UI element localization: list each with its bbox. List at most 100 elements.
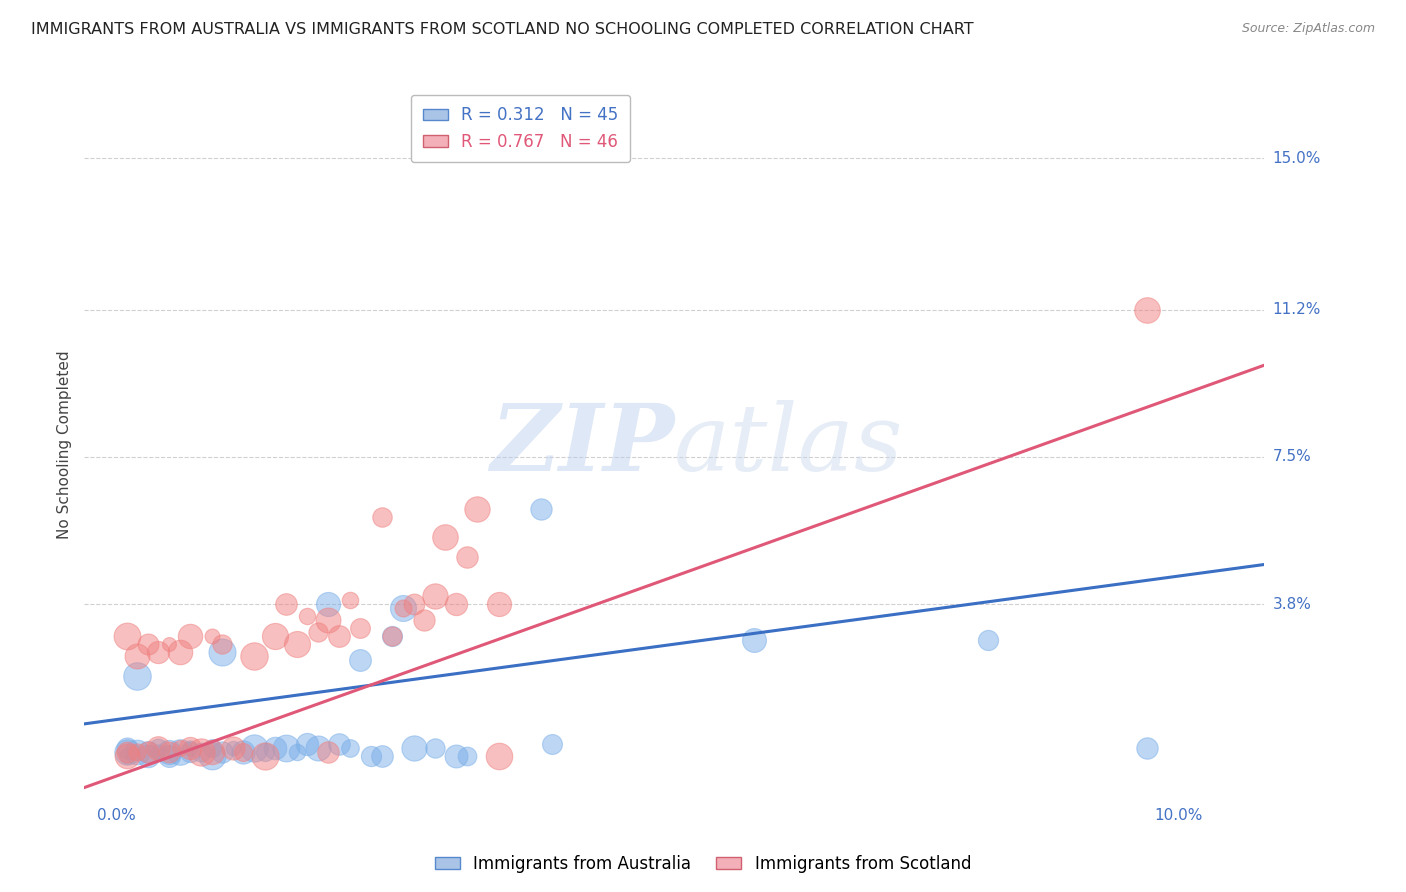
Point <box>423 590 446 604</box>
Point <box>264 740 287 755</box>
Point <box>232 745 254 759</box>
Point <box>157 745 180 759</box>
Point <box>381 629 404 643</box>
Point <box>243 740 266 755</box>
Point <box>444 598 467 612</box>
Point <box>339 740 361 755</box>
Point <box>115 745 138 759</box>
Point <box>530 501 553 516</box>
Point <box>456 549 478 564</box>
Point <box>179 629 201 643</box>
Point <box>127 649 149 664</box>
Point <box>136 745 159 759</box>
Point <box>222 740 245 755</box>
Point <box>392 601 415 615</box>
Point <box>179 740 201 755</box>
Point <box>349 621 371 635</box>
Point <box>540 737 562 751</box>
Point <box>211 745 233 759</box>
Point <box>148 745 170 759</box>
Point <box>243 649 266 664</box>
Point <box>200 629 222 643</box>
Point <box>423 740 446 755</box>
Point <box>148 645 170 659</box>
Point <box>115 748 138 763</box>
Point <box>232 745 254 759</box>
Point <box>370 748 392 763</box>
Point <box>136 748 159 763</box>
Point <box>190 745 212 759</box>
Point <box>444 748 467 763</box>
Point <box>360 748 382 763</box>
Point <box>285 745 308 759</box>
Point <box>157 745 180 759</box>
Point <box>253 745 276 759</box>
Point <box>488 748 510 763</box>
Point <box>434 530 457 544</box>
Text: 11.2%: 11.2% <box>1272 302 1320 317</box>
Point <box>115 740 138 755</box>
Point <box>274 598 297 612</box>
Point <box>285 637 308 651</box>
Point <box>307 625 329 640</box>
Point <box>318 745 340 759</box>
Point <box>136 637 159 651</box>
Legend: Immigrants from Australia, Immigrants from Scotland: Immigrants from Australia, Immigrants fr… <box>429 848 977 880</box>
Point <box>157 637 180 651</box>
Point <box>392 601 415 615</box>
Point <box>402 598 425 612</box>
Point <box>157 748 180 763</box>
Point <box>127 745 149 759</box>
Point <box>253 748 276 763</box>
Point <box>127 745 149 759</box>
Point <box>370 509 392 524</box>
Point <box>179 745 201 759</box>
Point <box>318 613 340 627</box>
Point <box>148 740 170 755</box>
Point <box>169 645 191 659</box>
Point <box>488 598 510 612</box>
Point <box>115 745 138 759</box>
Point <box>328 629 350 643</box>
Point <box>211 645 233 659</box>
Point <box>169 745 191 759</box>
Point <box>1136 302 1159 317</box>
Point <box>264 629 287 643</box>
Legend: R = 0.312   N = 45, R = 0.767   N = 46: R = 0.312 N = 45, R = 0.767 N = 46 <box>411 95 630 162</box>
Point <box>136 745 159 759</box>
Point <box>169 740 191 755</box>
Point <box>115 748 138 763</box>
Point <box>402 740 425 755</box>
Text: 3.8%: 3.8% <box>1272 597 1312 612</box>
Point <box>1136 740 1159 755</box>
Point <box>200 740 222 755</box>
Text: atlas: atlas <box>673 400 904 490</box>
Point <box>127 669 149 683</box>
Y-axis label: No Schooling Completed: No Schooling Completed <box>58 351 72 540</box>
Text: ZIP: ZIP <box>489 400 673 490</box>
Point <box>339 593 361 607</box>
Point <box>222 740 245 755</box>
Point <box>465 501 488 516</box>
Point <box>148 740 170 755</box>
Text: 7.5%: 7.5% <box>1272 450 1310 465</box>
Point <box>179 740 201 755</box>
Text: IMMIGRANTS FROM AUSTRALIA VS IMMIGRANTS FROM SCOTLAND NO SCHOOLING COMPLETED COR: IMMIGRANTS FROM AUSTRALIA VS IMMIGRANTS … <box>31 22 973 37</box>
Point <box>211 637 233 651</box>
Text: 15.0%: 15.0% <box>1272 151 1320 166</box>
Point <box>200 748 222 763</box>
Point <box>456 748 478 763</box>
Text: Source: ZipAtlas.com: Source: ZipAtlas.com <box>1241 22 1375 36</box>
Point <box>413 613 436 627</box>
Point <box>190 745 212 759</box>
Point <box>115 629 138 643</box>
Point <box>307 740 329 755</box>
Point <box>318 598 340 612</box>
Point <box>328 737 350 751</box>
Point <box>349 653 371 667</box>
Point <box>297 737 319 751</box>
Point <box>742 633 765 648</box>
Point <box>297 609 319 624</box>
Point <box>274 740 297 755</box>
Point <box>976 633 998 648</box>
